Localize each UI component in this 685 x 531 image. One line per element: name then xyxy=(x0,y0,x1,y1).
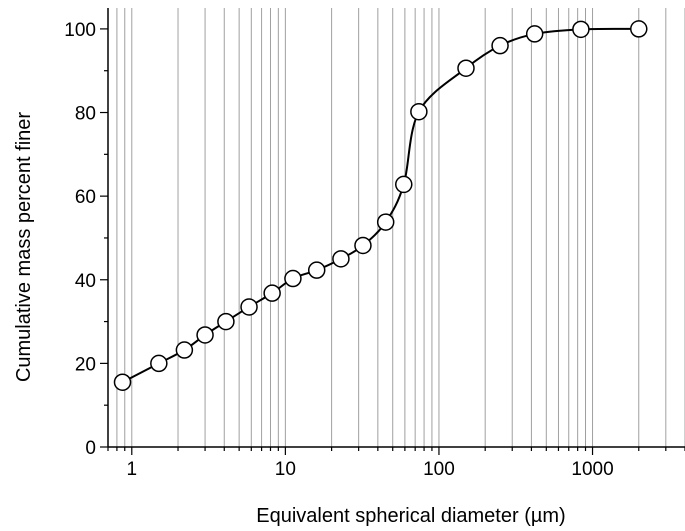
data-point xyxy=(196,326,214,344)
y-tick-label: 20 xyxy=(75,354,96,375)
y-axis-label: Cumulative mass percent finer xyxy=(13,112,35,382)
data-point xyxy=(572,20,590,39)
data-point xyxy=(491,36,509,55)
x-tick-label: 1000 xyxy=(571,459,613,480)
x-axis-label: Equivalent spherical diameter (µm) xyxy=(256,505,565,527)
x-tick-label: 10 xyxy=(275,459,296,480)
grid-lines xyxy=(107,8,685,447)
data-point xyxy=(332,250,350,268)
data-point xyxy=(395,175,413,194)
data-point xyxy=(150,354,168,373)
axes xyxy=(100,8,685,455)
data-point xyxy=(525,25,544,43)
data-point xyxy=(113,373,132,391)
data-point xyxy=(217,312,235,331)
data-point xyxy=(410,102,428,121)
y-tick-label: 0 xyxy=(85,438,96,459)
x-tick-label: 1 xyxy=(127,459,138,480)
data-point xyxy=(175,341,194,359)
y-tick-label: 80 xyxy=(75,104,96,125)
data-point xyxy=(630,20,648,38)
y-tick-label: 100 xyxy=(64,20,96,41)
data-points xyxy=(113,20,648,391)
tick-labels: 1 10 100 1000 0 20 40 60 80 100 xyxy=(64,20,613,480)
y-tick-label: 40 xyxy=(75,271,96,292)
data-point xyxy=(263,284,281,302)
data-point xyxy=(284,269,302,288)
data-point xyxy=(307,261,326,279)
data-point xyxy=(354,236,372,255)
data-point xyxy=(457,59,475,77)
y-tick-label: 60 xyxy=(75,187,96,208)
x-tick-label: 100 xyxy=(423,459,455,480)
data-point xyxy=(376,213,395,231)
data-point xyxy=(240,298,258,316)
